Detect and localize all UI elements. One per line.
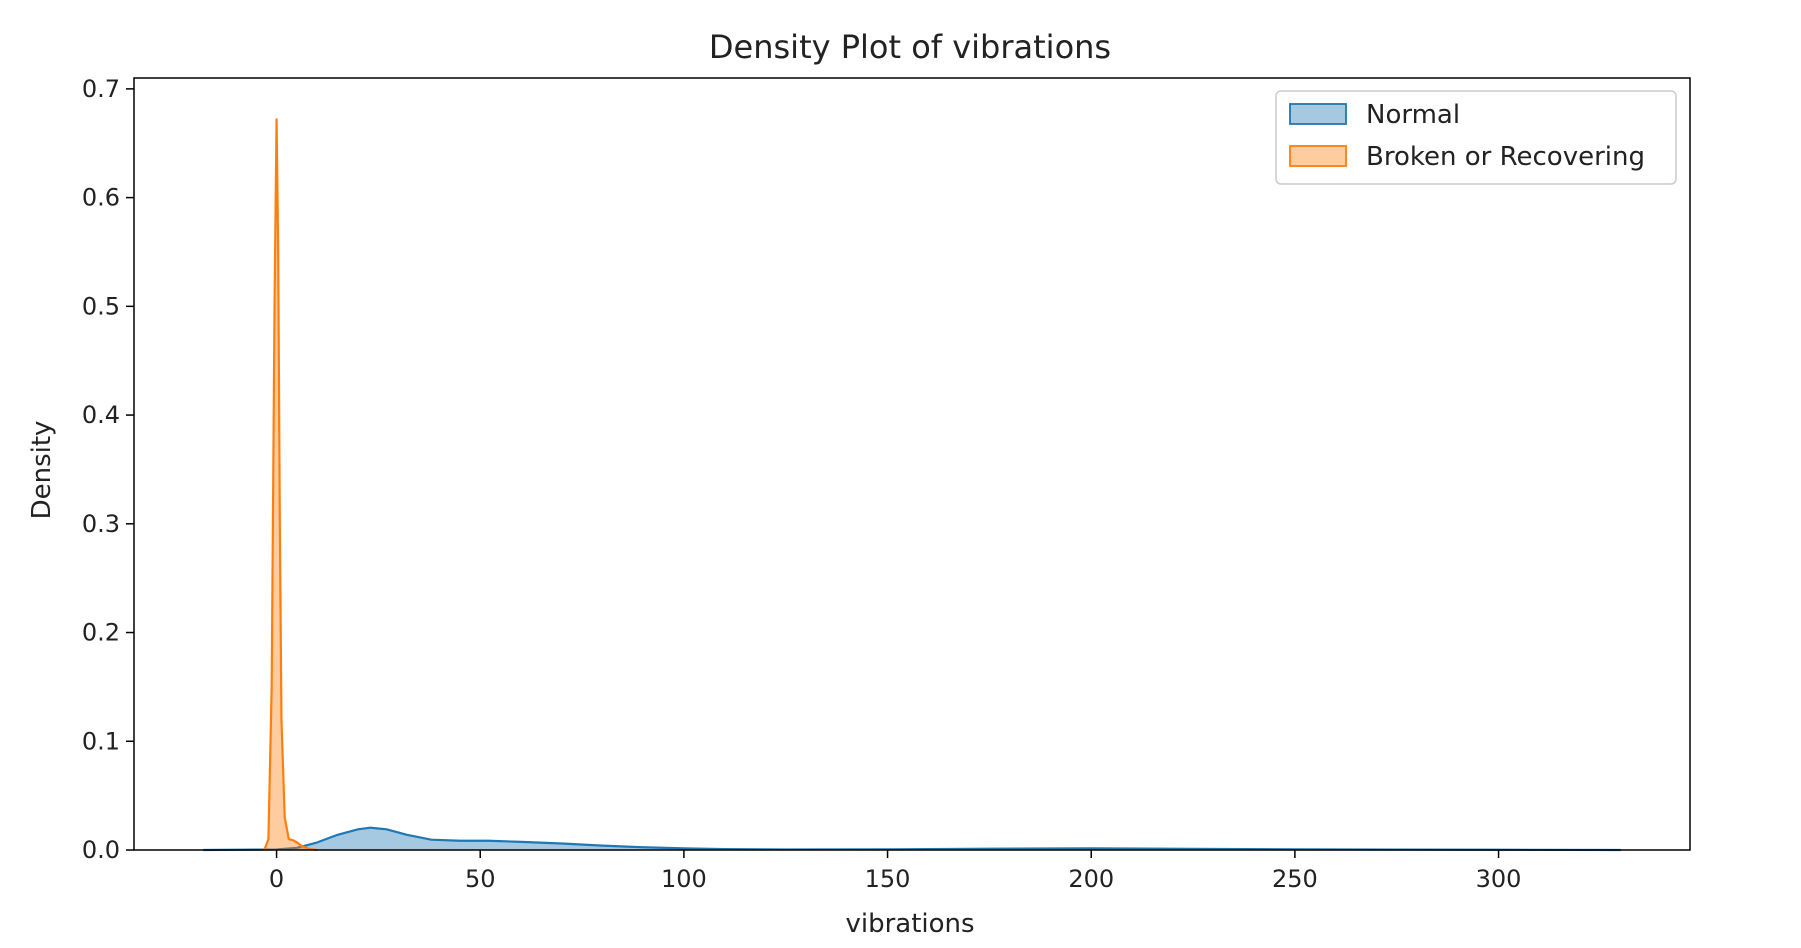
chart-title: Density Plot of vibrations [709,28,1111,66]
y-tick-label: 0.7 [82,75,120,103]
y-tick-label: 0.3 [82,510,120,538]
x-tick-label: 0 [269,865,284,893]
x-tick-label: 200 [1068,865,1114,893]
y-tick-label: 0.4 [82,401,120,429]
legend: Normal Broken or Recovering [1275,90,1677,185]
y-tick-label: 0.2 [82,619,120,647]
x-tick-label: 50 [465,865,496,893]
x-axis-label: vibrations [845,909,974,939]
plot-frame [133,77,1691,851]
x-tick-label: 300 [1476,865,1522,893]
legend-swatch-broken-or-recovering [1289,145,1347,167]
x-tick-label: 250 [1272,865,1318,893]
axes-layer: 0 50 100 150 200 250 300 0.0 0.1 0.2 0.3 0.4 0.5 0.6 0… [82,75,1691,893]
legend-label-broken-or-recovering: Broken or Recovering [1366,142,1645,172]
series-area-normal [203,827,1621,850]
y-tick-label: 0.6 [82,184,120,212]
y-axis-label: Density [27,421,57,520]
series-line-broken-or-recovering [263,118,318,852]
legend-swatch-normal [1289,103,1347,125]
y-tick-label: 0.0 [82,836,120,864]
x-tick-label: 150 [865,865,911,893]
series-layer [203,118,1621,852]
x-tick-label: 100 [661,865,707,893]
legend-label-normal: Normal [1366,100,1460,130]
y-tick-label: 0.5 [82,292,120,320]
legend-box [1275,90,1677,185]
series-line-normal [203,826,1621,852]
y-tick-label: 0.1 [82,727,120,755]
